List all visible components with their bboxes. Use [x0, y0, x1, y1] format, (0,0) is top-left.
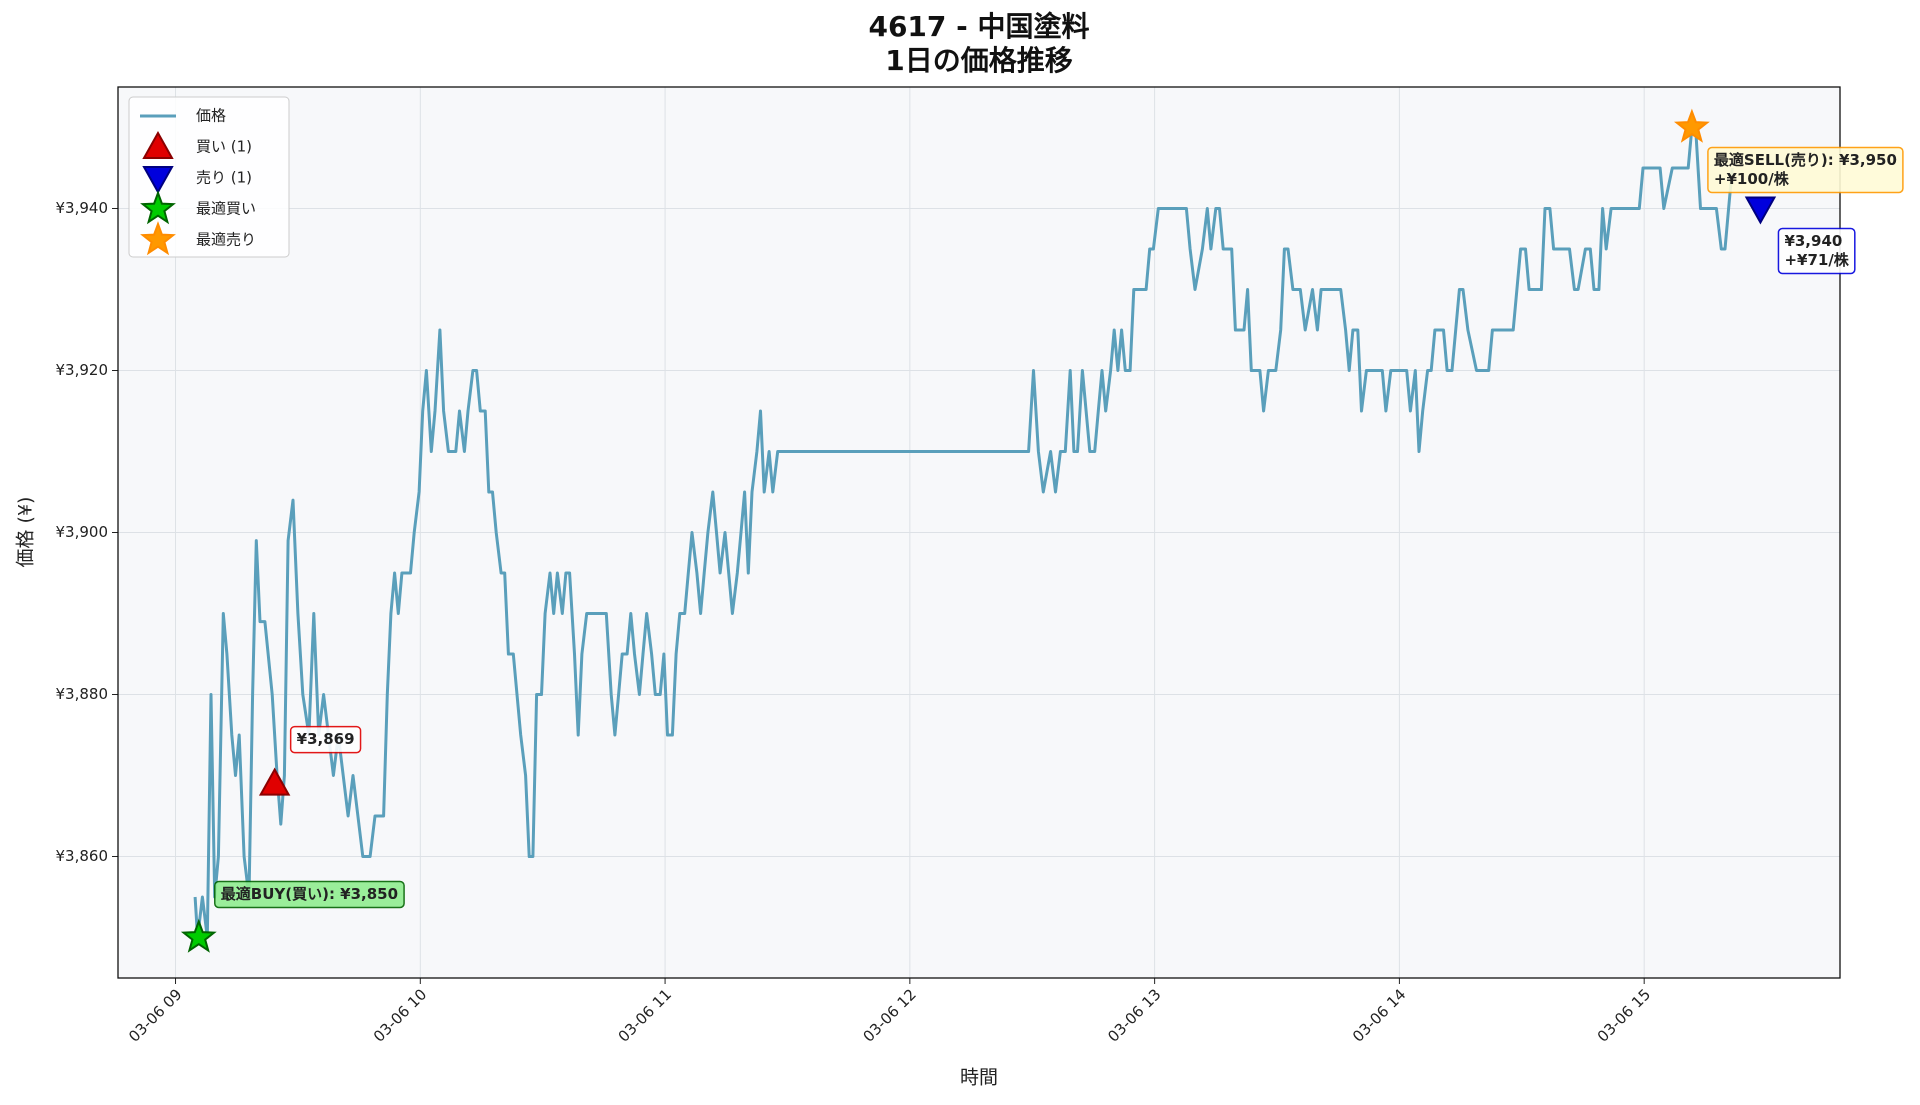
annotation: 最適SELL(売り): ¥3,950+¥100/株	[1707, 146, 1904, 194]
y-tick-label: ¥3,920	[56, 361, 109, 379]
x-axis-label: 時間	[960, 1067, 998, 1089]
marker-star	[180, 918, 217, 953]
y-axis-label: 価格 (¥)	[15, 497, 37, 568]
annotation-box	[214, 880, 405, 909]
annotation-text: ¥3,869	[297, 730, 355, 748]
marker-triangle-up	[142, 130, 174, 159]
plot-frame	[117, 86, 1841, 979]
annotation-box	[1707, 146, 1904, 194]
chart-subtitle: 1日の価格推移	[885, 44, 1072, 77]
legend-label: 最適買い	[196, 200, 256, 218]
legend-label: 売り (1)	[196, 169, 252, 187]
annotation: 最適BUY(買い): ¥3,850	[214, 880, 405, 909]
marker-star	[140, 190, 176, 225]
annotation-text: 最適BUY(買い): ¥3,850	[221, 885, 398, 903]
annotation-box	[289, 725, 362, 754]
legend-label: 買い (1)	[196, 138, 252, 156]
marker-triangle-down	[142, 166, 174, 195]
marker-star	[140, 221, 176, 256]
y-tick-label: ¥3,900	[56, 523, 109, 541]
annotation-text: 最適SELL(売り): ¥3,950	[1714, 151, 1897, 169]
annotation: ¥3,869	[289, 725, 362, 754]
y-tick-label: ¥3,880	[56, 685, 109, 703]
chart-title: 4617 - 中国塗料	[868, 10, 1089, 43]
annotation-text: +¥71/株	[1784, 251, 1849, 269]
y-tick-label: ¥3,860	[56, 847, 109, 865]
marker-triangle-up	[258, 767, 291, 796]
legend-label: 価格	[196, 107, 226, 125]
annotation: ¥3,940+¥71/株	[1777, 227, 1856, 275]
legend-label: 最適売り	[196, 231, 256, 249]
annotation-text: +¥100/株	[1714, 170, 1790, 188]
y-tick-label: ¥3,940	[56, 199, 109, 217]
marker-triangle-down	[1744, 196, 1777, 225]
marker-star	[1673, 108, 1710, 143]
annotation-box	[1777, 227, 1856, 275]
legend-box	[128, 96, 290, 258]
annotation-text: ¥3,940	[1784, 232, 1842, 250]
price-line	[193, 126, 1734, 939]
